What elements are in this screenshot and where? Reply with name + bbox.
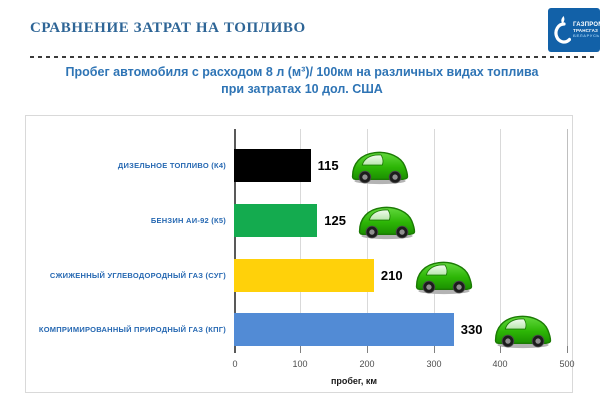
gazprom-logo-text: ГАЗПРОМ ТРАНСГАЗ БЕЛАРУСЬ <box>573 22 603 39</box>
bar-petrol <box>234 204 318 237</box>
chart-subtitle: Пробег автомобиля с расходом 8 л (м³)/ 1… <box>0 64 604 98</box>
chart-row-petrol: БЕНЗИН АИ-92 (К5) 125 <box>26 204 572 239</box>
dashed-divider <box>30 56 598 58</box>
data-label: 115 <box>317 158 339 173</box>
x-tick <box>500 346 501 353</box>
logo-line1: ГАЗПРОМ <box>573 21 604 28</box>
bar-lpg <box>234 259 374 292</box>
chart-row-cng: КОМПРИМИРОВАННЫЙ ПРИРОДНЫЙ ГАЗ (КПГ) 330 <box>26 313 572 348</box>
chart-row-lpg: СЖИЖЕННЫЙ УГЛЕВОДОРОДНЫЙ ГАЗ (СУГ) 210 <box>26 259 572 294</box>
gazprom-logo: ГАЗПРОМ ТРАНСГАЗ БЕЛАРУСЬ <box>548 8 603 52</box>
x-tick <box>300 346 301 353</box>
category-label: ДИЗЕЛЬНОЕ ТОПЛИВО (К4) <box>117 161 226 170</box>
x-tick-label: 200 <box>359 359 375 369</box>
x-tick-label: 400 <box>492 359 508 369</box>
category-label: СЖИЖЕННЫЙ УГЛЕВОДОРОДНЫЙ ГАЗ (СУГ) <box>49 271 226 280</box>
chart-panel: ДИЗЕЛЬНОЕ ТОПЛИВО (К4) 115 <box>25 115 575 393</box>
gazprom-flame-icon <box>554 16 571 44</box>
bar-track: 330 <box>234 313 567 348</box>
bar-cng <box>234 313 454 346</box>
subtitle-line1: Пробег автомобиля с расходом 8 л (м³)/ 1… <box>65 65 539 79</box>
bar-diesel <box>234 149 311 182</box>
bar-track: 125 <box>234 204 567 239</box>
x-tick-label: 100 <box>292 359 308 369</box>
x-tick <box>367 346 368 353</box>
data-label: 125 <box>324 213 346 228</box>
car-icon <box>351 151 408 184</box>
data-label: 330 <box>460 322 483 337</box>
car-icon <box>358 206 416 239</box>
car-icon <box>495 315 552 348</box>
x-tick-label: 500 <box>559 359 575 369</box>
x-tick <box>567 346 568 353</box>
page-title: СРАВНЕНИЕ ЗАТРАТ НА ТОПЛИВО <box>30 20 306 36</box>
gridline-400 <box>500 129 501 346</box>
bar-track: 210 <box>234 259 567 294</box>
logo-line2: ТРАНСГАЗ <box>573 27 599 33</box>
chart-row-diesel: ДИЗЕЛЬНОЕ ТОПЛИВО (К4) 115 <box>26 149 572 184</box>
x-tick <box>434 346 435 353</box>
gridline-300 <box>434 129 435 346</box>
gridline-500 <box>567 129 568 346</box>
data-label: 210 <box>380 268 403 283</box>
category-label: КОМПРИМИРОВАННЫЙ ПРИРОДНЫЙ ГАЗ (КПГ) <box>38 325 226 334</box>
category-label: БЕНЗИН АИ-92 (К5) <box>150 216 226 225</box>
logo-line3: БЕЛАРУСЬ <box>573 33 600 39</box>
x-tick-label: 300 <box>426 359 442 369</box>
y-axis-line <box>234 129 236 353</box>
car-icon <box>415 261 472 294</box>
bar-track: 115 <box>234 149 567 184</box>
gridline-100 <box>300 129 301 346</box>
subtitle-line2: при затратах 10 дол. США <box>221 82 383 96</box>
x-tick-label: 0 <box>232 359 238 369</box>
x-axis-label: пробег, км <box>330 376 378 386</box>
